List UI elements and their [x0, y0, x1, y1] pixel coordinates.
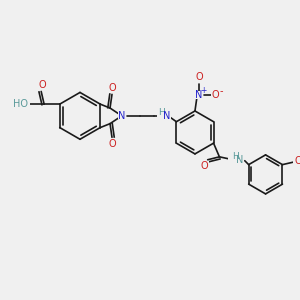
- Bar: [157, 111, 170, 119]
- Text: O: O: [195, 72, 203, 82]
- Text: O: O: [212, 90, 219, 100]
- Bar: [108, 139, 116, 147]
- Bar: [195, 74, 203, 82]
- Text: O: O: [294, 156, 300, 166]
- Bar: [201, 161, 209, 169]
- Bar: [118, 112, 126, 119]
- Text: O: O: [108, 139, 116, 149]
- Text: HO: HO: [13, 99, 28, 109]
- Text: O: O: [108, 82, 116, 93]
- Bar: [294, 157, 300, 165]
- Text: -: -: [220, 86, 223, 97]
- Text: +: +: [201, 86, 207, 95]
- Bar: [108, 85, 116, 92]
- Bar: [11, 100, 31, 108]
- Text: N: N: [118, 111, 125, 121]
- Text: N: N: [195, 90, 203, 100]
- Text: H: H: [158, 108, 165, 117]
- Bar: [195, 92, 203, 99]
- Text: N: N: [163, 111, 170, 121]
- Bar: [228, 156, 242, 164]
- Bar: [211, 92, 220, 99]
- Text: O: O: [38, 80, 46, 90]
- Text: O: O: [201, 160, 208, 171]
- Bar: [38, 81, 46, 88]
- Text: H: H: [232, 152, 238, 161]
- Text: N: N: [236, 155, 244, 165]
